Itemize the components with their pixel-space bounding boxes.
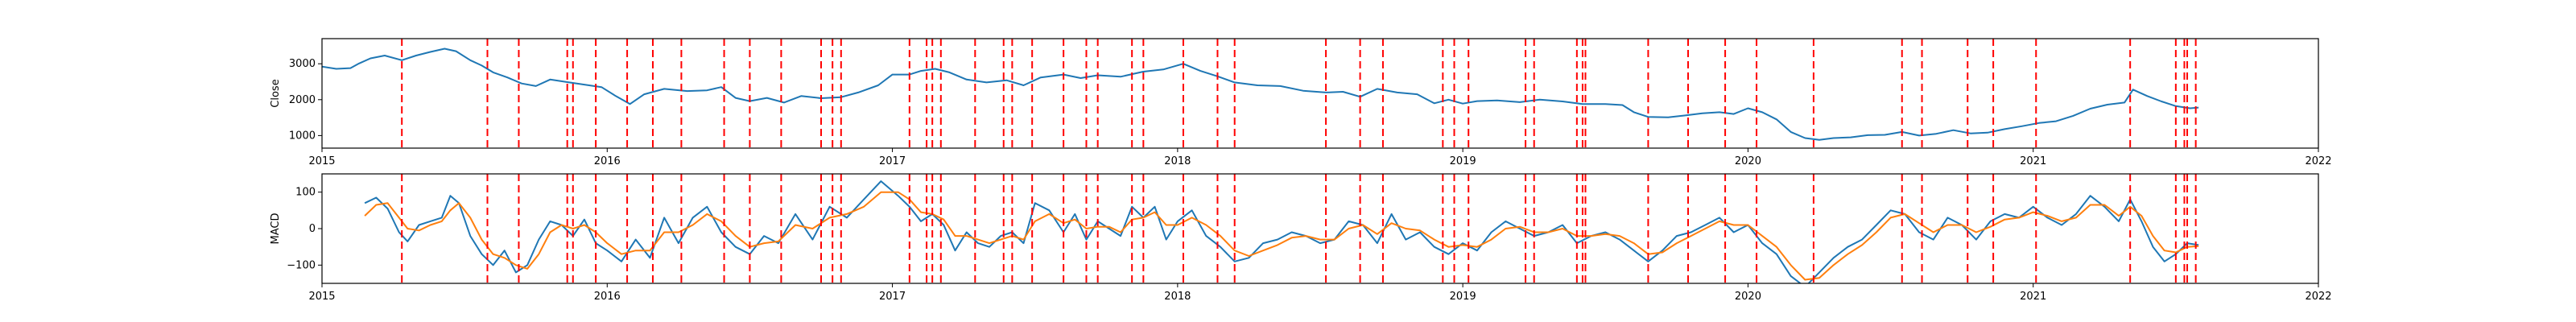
x-tick-label: 2019 <box>1450 291 1476 303</box>
y-axis-label: MACD <box>270 213 282 245</box>
x-tick-label: 2016 <box>594 155 621 167</box>
axes-frame <box>321 173 2319 284</box>
x-tick-label: 2022 <box>2305 155 2331 167</box>
x-tick-label: 2021 <box>2020 291 2046 303</box>
x-tick-label: 2022 <box>2305 291 2331 303</box>
macd-line <box>364 180 2199 283</box>
x-tick-label: 2019 <box>1450 155 1476 167</box>
x-tick-label: 2018 <box>1164 291 1191 303</box>
y-tick-label: 0 <box>309 223 316 235</box>
y-tick-label: 1000 <box>289 130 316 142</box>
y-tick-label: −100 <box>287 259 316 271</box>
y-axis-label: Close <box>270 79 282 107</box>
plot-area <box>364 174 2199 283</box>
close-line <box>322 47 2199 141</box>
y-tick-label: 100 <box>295 187 316 199</box>
x-tick-label: 2018 <box>1164 155 1191 167</box>
y-tick-label: 3000 <box>289 58 316 70</box>
y-tick-label: 2000 <box>289 94 316 106</box>
x-tick-label: 2016 <box>594 291 621 303</box>
macd-panel: 2015 2016 2017 2018 2019 2020 2021 2022 −100 0 100… <box>270 173 2332 303</box>
signal-line <box>364 191 2199 281</box>
x-tick-label: 2021 <box>2020 155 2046 167</box>
plot-area <box>322 39 2199 148</box>
x-tick-label: 2017 <box>879 291 906 303</box>
close-panel: 2015 2016 2017 2018 2019 2020 2021 2022 1000 2000… <box>270 38 2332 167</box>
x-tick-label: 2020 <box>1735 291 1761 303</box>
axes-frame <box>321 38 2319 149</box>
x-tick-label: 2017 <box>879 155 906 167</box>
x-tick-label: 2015 <box>308 291 335 303</box>
x-tick-label: 2020 <box>1735 155 1761 167</box>
x-tick-label: 2015 <box>308 155 335 167</box>
